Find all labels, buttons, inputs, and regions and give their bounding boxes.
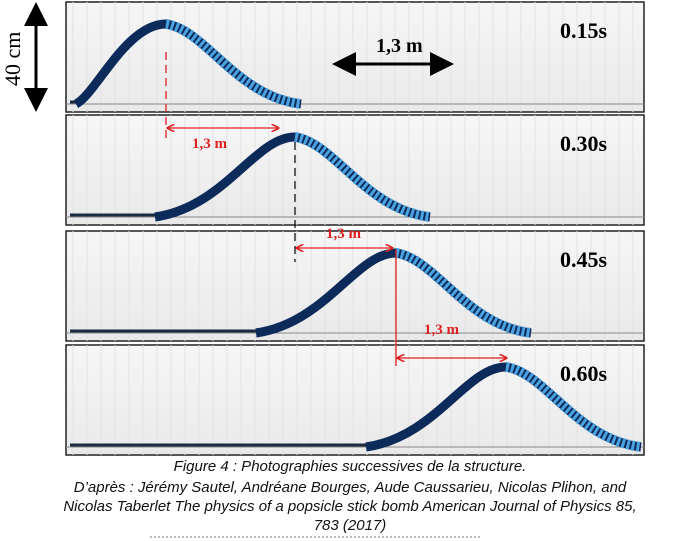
photo-frame-1: 0.15s <box>65 1 645 113</box>
stick-wave-trailing <box>504 362 642 452</box>
stick-wave-trailing <box>293 132 431 222</box>
frame-time-label: 0.60s <box>560 361 608 386</box>
horizontal-scale-label: 1,3 m <box>376 35 423 57</box>
photo-frame-2: 0.30s <box>65 114 645 226</box>
frame-time-label: 0.45s <box>560 247 608 272</box>
photo-figure: 40 cm 0.15s 0.30s 0.45s 0.60s 1,3 m 1,3 m 1… <box>0 1 645 456</box>
vertical-scale-label: 40 cm <box>0 32 25 86</box>
frame-time-label: 0.30s <box>560 131 608 156</box>
figure-caption-line-3: 783 (2017) <box>313 517 387 534</box>
stick-wave-trailing <box>394 248 532 338</box>
displacement-label-3: 1,3 m <box>424 322 460 338</box>
figure-caption-line-2: Nicolas Taberlet The physics of a popsic… <box>63 498 637 515</box>
displacement-label-2: 1,3 m <box>326 226 362 242</box>
frame-time-label: 0.15s <box>560 18 608 43</box>
displacement-label-1: 1,3 m <box>192 136 228 152</box>
displacement-markers: 1,3 m 1,3 m 1,3 m <box>165 52 506 366</box>
figure-caption-title: Figure 4 : Photographies successives de … <box>173 458 527 475</box>
cropped-text-remnant <box>150 536 480 541</box>
vertical-scale: 40 cm <box>0 1 48 112</box>
horizontal-scale: 1,3 m <box>332 35 454 76</box>
photo-frame-4: 0.60s <box>65 344 645 456</box>
figure-caption-line-1: D’après : Jérémy Sautel, Andréane Bourge… <box>73 479 627 496</box>
stick-wave-trailing <box>164 19 302 109</box>
